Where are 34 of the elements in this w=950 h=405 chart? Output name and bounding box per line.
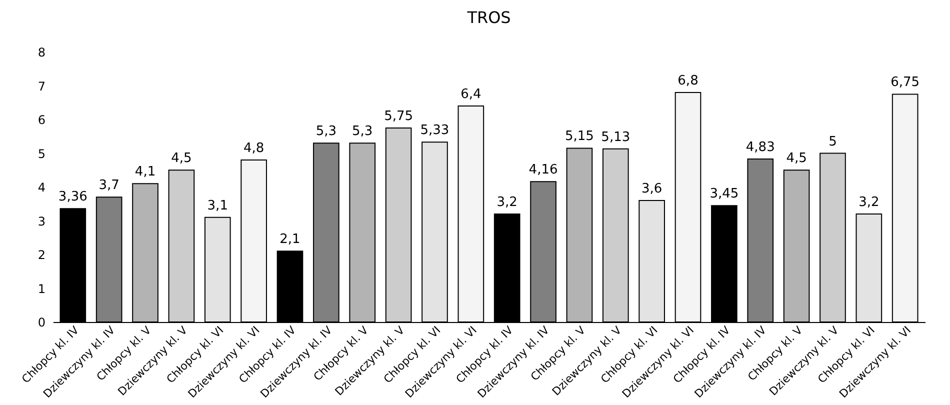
data-label: 4,83	[746, 140, 775, 155]
data-label: 3,6	[641, 182, 662, 196]
data-label: 3,2	[858, 195, 880, 210]
chart-title: TROS	[466, 8, 511, 27]
data-label: 5,3	[352, 124, 373, 140]
data-label: 5	[828, 134, 837, 150]
data-label: 4,16	[528, 162, 558, 178]
y-tick-label: 0	[38, 316, 46, 330]
data-label: 3,1	[207, 198, 228, 214]
data-label: 3,2	[496, 195, 518, 210]
data-label: 3,7	[98, 178, 120, 194]
data-label: 5,75	[384, 108, 414, 124]
y-tick-label: 1	[38, 282, 46, 296]
data-label: 6,75	[890, 75, 920, 90]
data-label: 5,33	[420, 123, 450, 138]
data-label: 4,8	[243, 141, 264, 156]
y-tick-label: 7	[38, 79, 46, 94]
y-tick-label: 3	[38, 214, 46, 228]
data-label: 5,13	[601, 130, 630, 145]
y-tick-label: 6	[38, 113, 46, 127]
y-tick-label: 5	[38, 146, 46, 161]
data-label: 5,15	[564, 129, 594, 144]
data-label: 6,4	[460, 87, 482, 102]
data-label: 6,8	[678, 74, 698, 88]
data-label: 2,1	[280, 232, 300, 248]
data-label: 5,3	[316, 124, 337, 140]
y-tick-label: 2	[38, 248, 46, 262]
data-label: 4,5	[786, 151, 807, 166]
data-label: 4,1	[134, 164, 156, 180]
y-tick-label: 4	[38, 180, 46, 194]
data-label: 4,5	[171, 151, 192, 166]
data-label: 3,36	[58, 190, 88, 205]
data-label: 3,45	[710, 186, 739, 202]
y-tick-label: 8	[38, 46, 46, 60]
